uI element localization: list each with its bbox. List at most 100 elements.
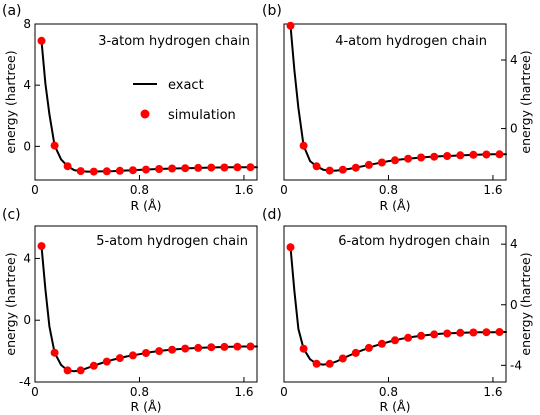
panel-d-simulation-point bbox=[495, 328, 504, 336]
panel-d-simulation-point bbox=[482, 328, 491, 337]
panel-b-simulation-point bbox=[391, 156, 399, 165]
panel-b-simulation-point bbox=[325, 166, 334, 175]
panel-b-simulation-point bbox=[351, 163, 360, 172]
panel-a-y-tick-label: 0 bbox=[23, 139, 31, 153]
panel-a-ylabel: energy (hartree) bbox=[3, 50, 18, 153]
panel-d-simulation-point bbox=[443, 329, 452, 338]
panel-c-simulation-point bbox=[220, 342, 229, 351]
panel-c-y-tick-label: 0 bbox=[23, 313, 31, 327]
panel-c-simulation-point bbox=[233, 342, 242, 351]
panel-a-exact-line bbox=[40, 39, 258, 173]
panel-d-simulation-point bbox=[364, 343, 373, 352]
panel-c-y-tick-label: 4 bbox=[23, 251, 31, 265]
panel-b-simulation-point bbox=[443, 152, 452, 160]
panel-d-simulation-point bbox=[430, 330, 439, 339]
panel-b-x-tick-label: 0 bbox=[280, 183, 288, 197]
panel-b-simulation-point bbox=[495, 150, 504, 159]
panel-a-marks: 0 0.8 1.6 0 4 8 bbox=[23, 17, 258, 197]
panel-b-xlabel: R (Å) bbox=[380, 198, 411, 213]
panel-a-simulation-point bbox=[102, 167, 111, 176]
panel-c-x-tick-label: 0.8 bbox=[130, 385, 149, 399]
panel-d-x-tick-label: 0 bbox=[280, 385, 288, 399]
panel-a-letter: (a) bbox=[2, 3, 22, 19]
panel-b-y-tick-label: 4 bbox=[510, 53, 518, 67]
panel-c-simulation-point bbox=[194, 343, 203, 352]
panel-b-y-tick-label: 0 bbox=[510, 122, 518, 136]
panel-c-simulation-point bbox=[63, 366, 72, 375]
panel-b-simulation-point bbox=[417, 153, 426, 162]
panel-d-y-tick-label: -4 bbox=[510, 358, 522, 372]
panel-a-xlabel: R (Å) bbox=[131, 198, 162, 213]
panel-c-marks: 0 0.8 1.6-404 bbox=[19, 242, 258, 399]
panel-d-exact-line bbox=[289, 246, 507, 366]
panel-d-y-tick-label: 0 bbox=[510, 298, 518, 312]
panel-b-x-tick-label: 0.8 bbox=[379, 183, 398, 197]
panel-a-y-tick-label: 4 bbox=[23, 78, 31, 92]
panel-c-simulation-point bbox=[168, 345, 177, 354]
panel-a-simulation-point bbox=[246, 163, 255, 172]
panel-d-simulation-point bbox=[417, 331, 426, 340]
panel-c-y-tick-label: -4 bbox=[19, 375, 31, 389]
panel-a-simulation-point bbox=[115, 166, 124, 175]
panel-b-ylabel: energy (hartree) bbox=[518, 50, 533, 153]
panel-b-simulation-point bbox=[338, 165, 347, 174]
panel-c-xlabel: R (Å) bbox=[131, 399, 162, 414]
panel-c-simulation-point bbox=[50, 348, 59, 357]
panel-c-simulation-point bbox=[207, 343, 216, 352]
panel-a-simulation-point bbox=[207, 163, 216, 172]
panel-b-simulation-point bbox=[286, 21, 295, 30]
panel-c: (c) 5-atom hydrogen chain energy (hartre… bbox=[2, 207, 258, 414]
panel-d-simulation-point bbox=[391, 336, 399, 345]
panel-b-simulation-point bbox=[377, 158, 386, 167]
legend-simulation-marker bbox=[140, 109, 150, 119]
panel-a-y-tick-label: 8 bbox=[23, 17, 31, 31]
panel-d-letter: (d) bbox=[262, 207, 282, 223]
panel-d-simulation-point bbox=[404, 333, 413, 342]
panel-c-simulation-point bbox=[246, 342, 255, 351]
panel-a-simulation-point bbox=[181, 164, 190, 173]
panel-c-simulation-point bbox=[155, 347, 164, 356]
panel-c-simulation-point bbox=[89, 361, 98, 370]
panel-d-title: 6-atom hydrogen chain bbox=[338, 234, 490, 249]
panel-a-simulation-point bbox=[142, 165, 150, 174]
panel-b-simulation-point bbox=[482, 150, 491, 159]
legend: exact simulation bbox=[133, 78, 236, 123]
panel-c-simulation-point bbox=[37, 242, 46, 251]
panel-c-x-tick-label: 1.6 bbox=[234, 385, 253, 399]
panel-a: (a) 3-atom hydrogen chain energy (hartre… bbox=[2, 3, 258, 213]
panel-d-simulation-point bbox=[325, 359, 334, 368]
panel-a-simulation-point bbox=[63, 162, 72, 171]
panel-b-simulation-point bbox=[430, 152, 439, 161]
panel-a-simulation-point bbox=[155, 165, 164, 173]
panel-d-simulation-point bbox=[299, 344, 308, 353]
panel-c-simulation-point bbox=[115, 354, 124, 363]
panel-b-plot-area bbox=[283, 23, 507, 181]
panel-a-simulation-point bbox=[76, 167, 85, 176]
panel-a-simulation-point bbox=[233, 163, 242, 172]
panel-a-x-tick-label: 0 bbox=[31, 183, 39, 197]
panel-a-simulation-point bbox=[37, 36, 46, 45]
panel-d-simulation-point bbox=[351, 348, 360, 357]
panel-d-ylabel: energy (hartree) bbox=[518, 252, 533, 355]
panel-d-y-tick-label: 4 bbox=[510, 237, 518, 251]
panel-c-simulation-point bbox=[102, 357, 111, 366]
panel-a-title: 3-atom hydrogen chain bbox=[98, 34, 250, 49]
panel-a-simulation-point bbox=[194, 163, 203, 172]
panel-a-x-tick-label: 0.8 bbox=[130, 183, 149, 197]
panel-b-simulation-point bbox=[364, 160, 373, 169]
panel-c-simulation-point bbox=[76, 366, 85, 375]
panel-a-simulation-point bbox=[128, 166, 137, 175]
panel-b-marks: 0 0.8 1.6 0 4 bbox=[280, 21, 518, 197]
panel-c-simulation-point bbox=[142, 349, 150, 357]
panel-c-simulation-point bbox=[181, 344, 190, 353]
panel-d-simulation-point bbox=[456, 328, 465, 337]
panel-c-plot-area bbox=[34, 225, 258, 383]
panel-d-simulation-point bbox=[286, 243, 295, 252]
panel-d-simulation-point bbox=[469, 328, 478, 337]
panel-b-simulation-point bbox=[299, 141, 308, 150]
panel-a-simulation-point bbox=[168, 164, 177, 173]
panel-a-simulation-point bbox=[89, 167, 98, 176]
panel-d-marks: 0 0.8 1.6 -4 0 4 bbox=[280, 237, 522, 399]
panel-d-plot-area bbox=[283, 225, 507, 383]
